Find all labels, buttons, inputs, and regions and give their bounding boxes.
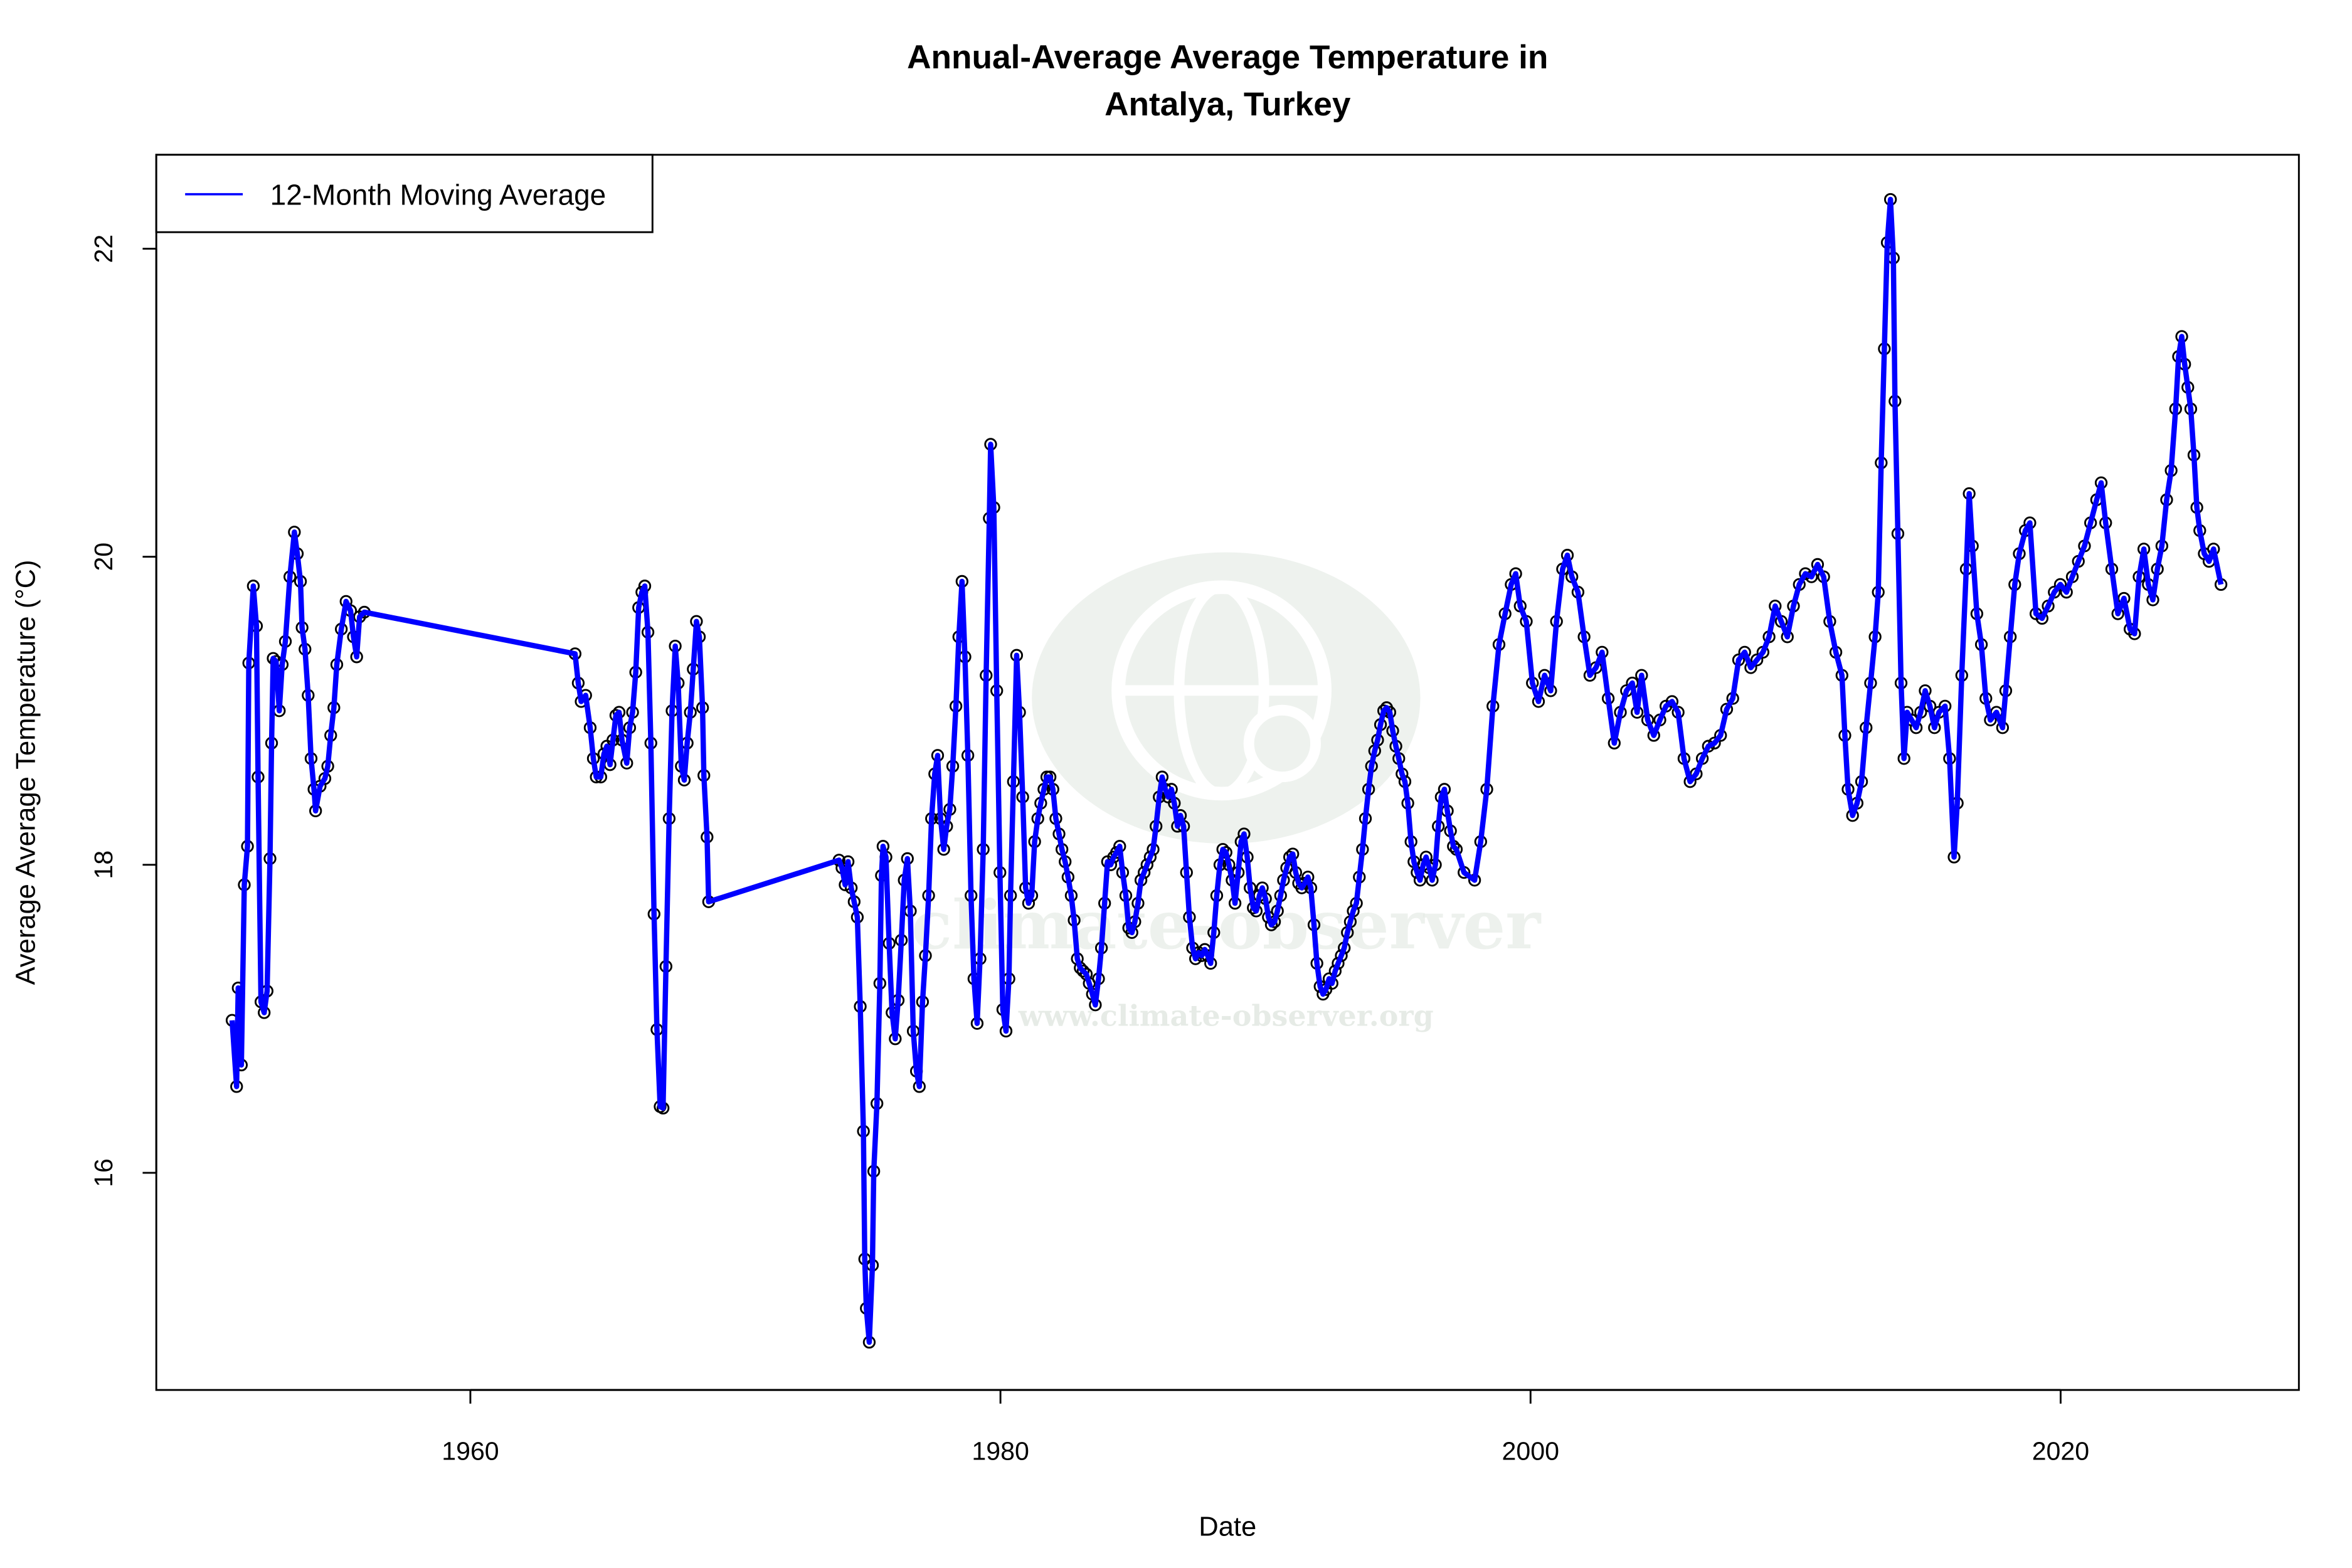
x-tick-label: 2020 <box>2032 1436 2089 1465</box>
y-tick: 18 <box>89 850 157 879</box>
x-axis-label: Date <box>1199 1512 1256 1542</box>
y-tick-label: 22 <box>89 235 118 263</box>
legend: 12-Month Moving Average <box>155 154 654 233</box>
y-tick-label: 20 <box>89 543 118 571</box>
y-tick: 20 <box>89 543 157 571</box>
watermark-url: www.climate-observer.org <box>1018 999 1434 1032</box>
data-point <box>2053 578 2067 591</box>
data-point <box>1750 654 1764 667</box>
data-marks <box>225 193 2228 1349</box>
watermark-name: climate-observer <box>911 886 1542 965</box>
y-axis: 16 18 20 22 <box>89 235 157 1187</box>
x-tick: 2000 <box>1502 1390 1559 1465</box>
data-point <box>1076 965 1090 978</box>
data-point <box>1665 695 1679 708</box>
y-tick: 22 <box>89 235 157 263</box>
y-axis-label: Average Average Temperature (°C) <box>11 559 41 985</box>
y-tick: 16 <box>89 1158 157 1187</box>
x-tick: 2020 <box>2032 1390 2089 1465</box>
x-tick-label: 2000 <box>1502 1436 1559 1465</box>
y-tick-label: 16 <box>89 1158 118 1187</box>
watermark-globe-icon <box>1032 552 1421 844</box>
x-tick-label: 1980 <box>972 1436 1029 1465</box>
legend-label: 12-Month Moving Average <box>270 179 607 211</box>
chart-title-line2: Antalya, Turkey <box>1104 86 1351 123</box>
y-tick-label: 18 <box>89 850 118 879</box>
chart-title: Annual-Average Average Temperature in <box>907 39 1548 76</box>
watermark: climate-observer www.climate-observer.or… <box>911 552 1542 1032</box>
x-axis: 1960 1980 2000 2020 <box>442 1389 2089 1465</box>
series-line-0 <box>229 196 2224 1345</box>
x-tick-label: 1960 <box>442 1436 499 1465</box>
x-tick: 1980 <box>972 1390 1029 1465</box>
watermark-magnifier <box>1243 704 1322 783</box>
x-tick: 1960 <box>442 1390 499 1465</box>
